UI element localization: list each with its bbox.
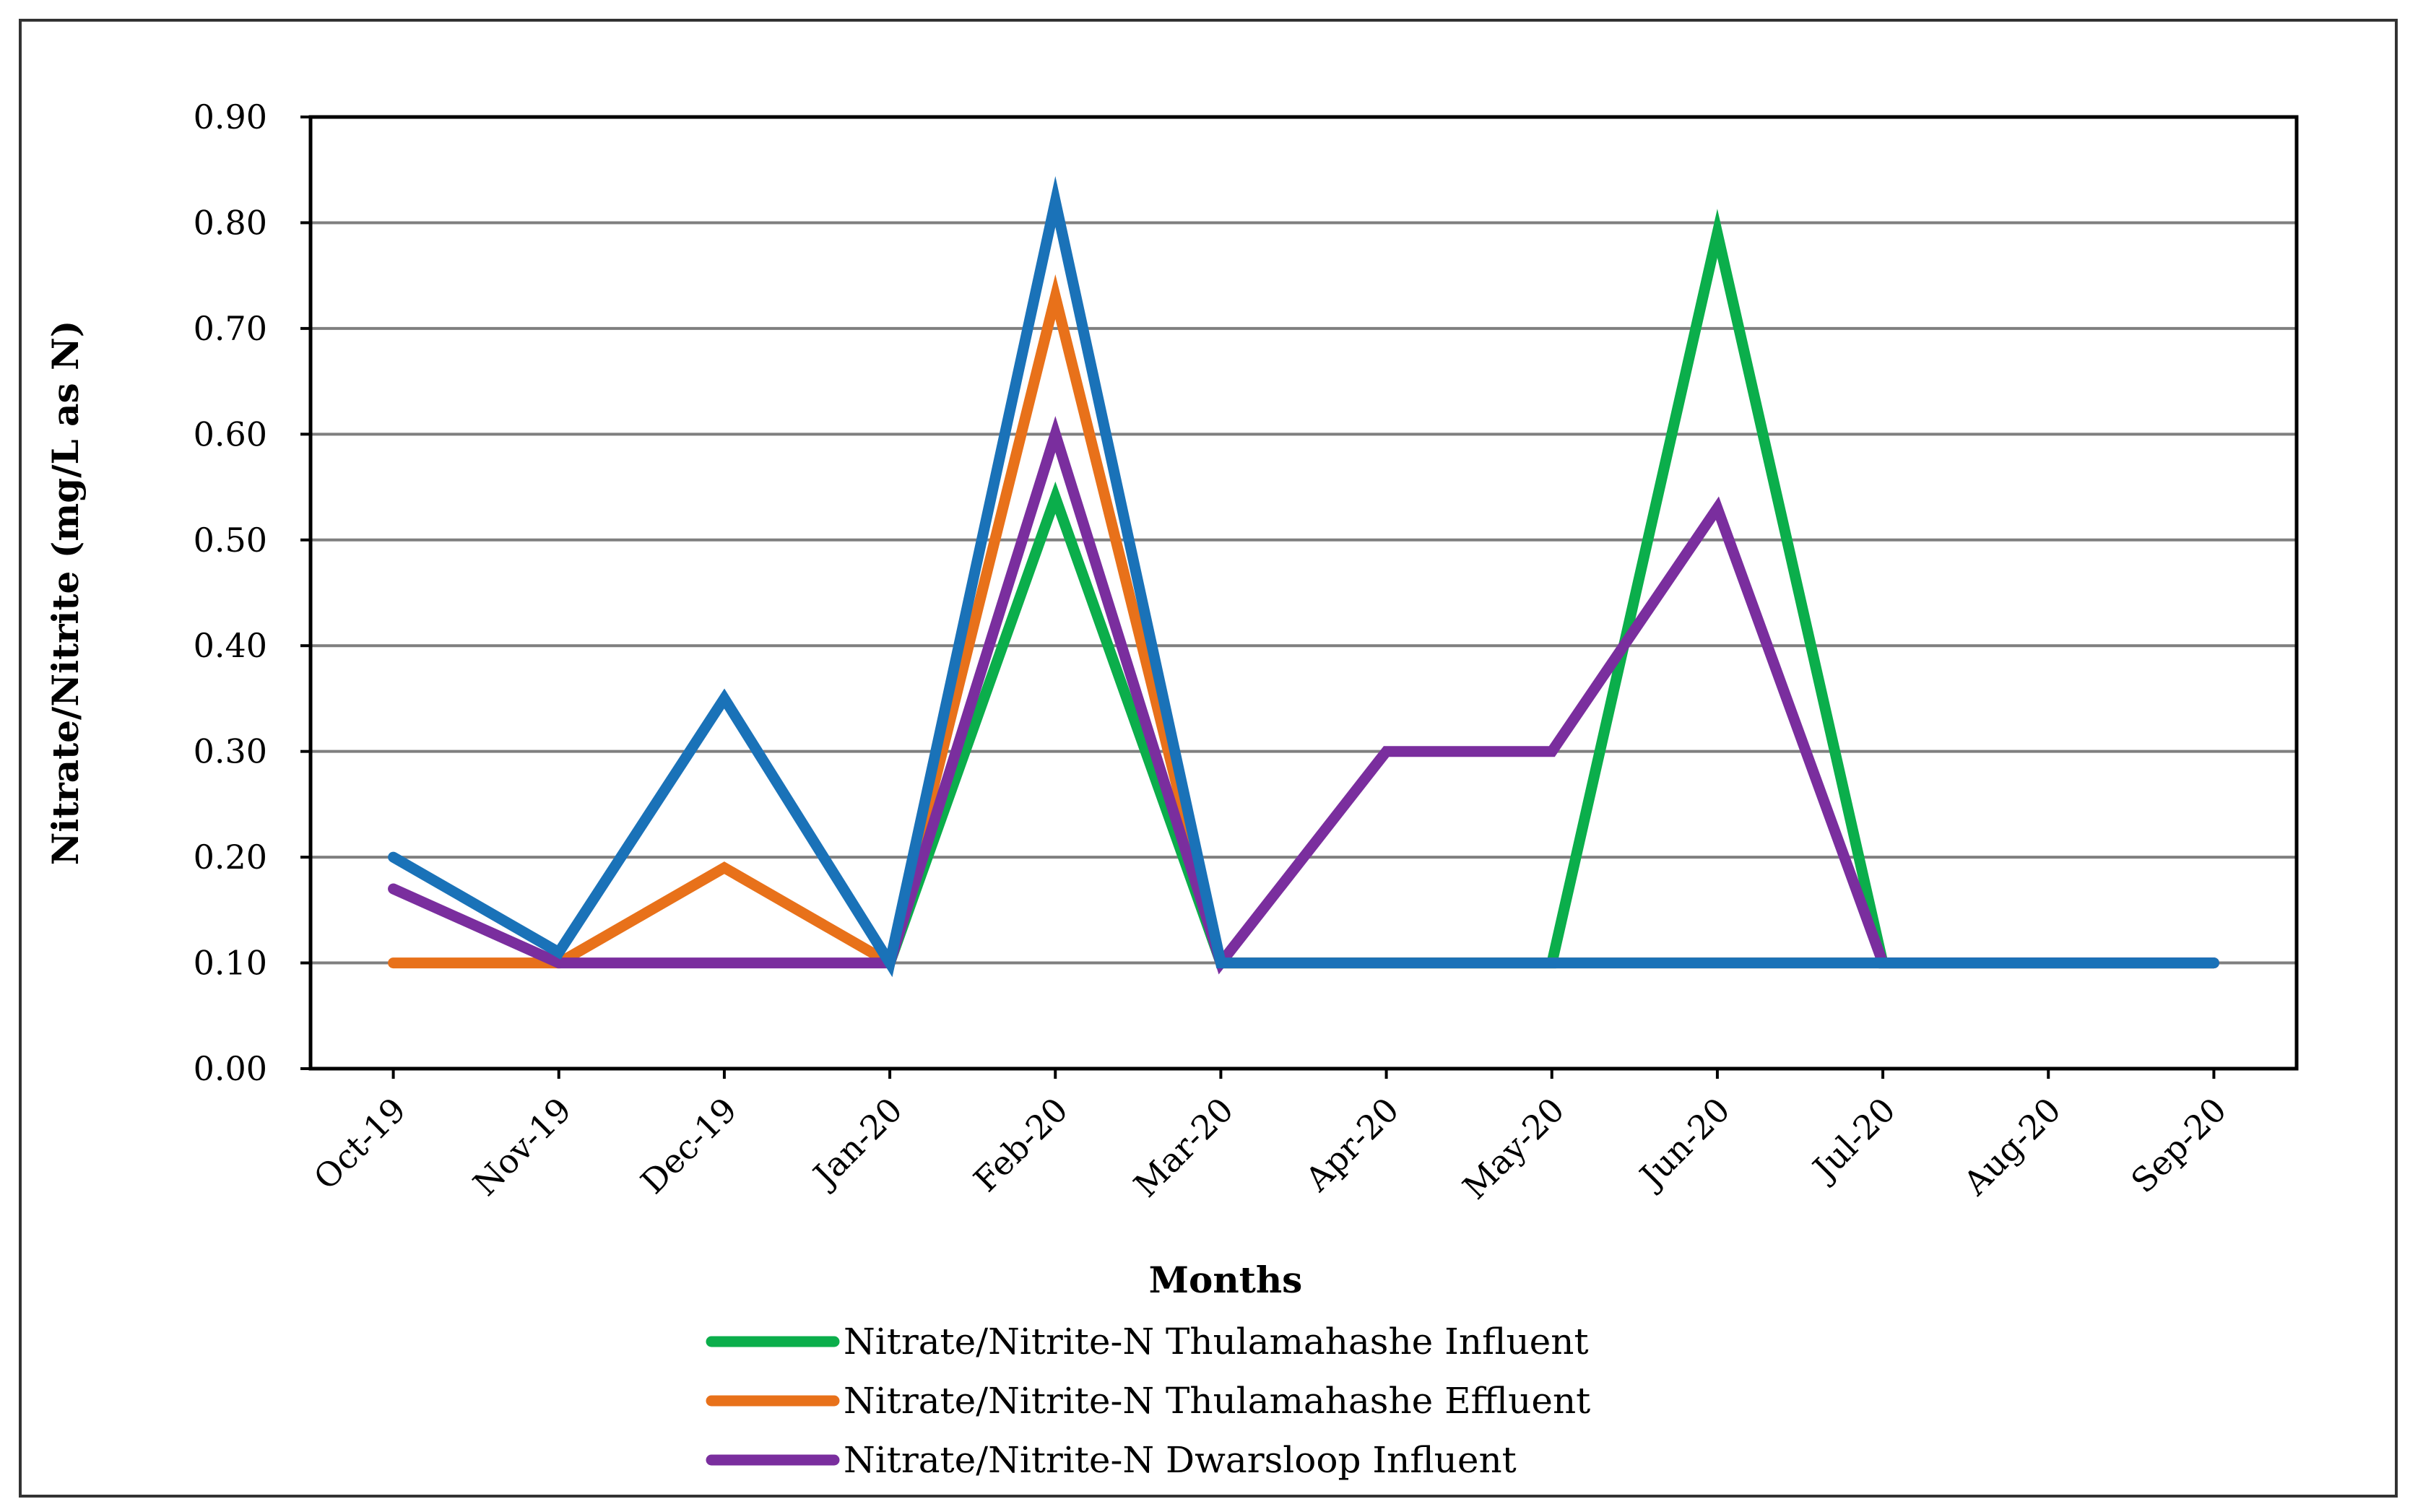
legend-label: Nitrate/Nitrite-N Thulamahashe Effluent: [844, 1380, 1590, 1422]
y-tick-label: 0.90: [194, 97, 267, 136]
x-tick-label: Apr-20: [1297, 1090, 1406, 1199]
series-line-4: [388, 175, 2219, 978]
x-tick-label: Nov-19: [466, 1090, 579, 1204]
gridlines: [311, 116, 2297, 1070]
y-tick-label: 0.50: [194, 521, 267, 560]
x-tick-label: May-20: [1455, 1090, 1572, 1207]
x-tick-label: Sep-20: [2123, 1090, 2234, 1201]
x-tick-label: Jan-20: [804, 1090, 910, 1196]
y-tick-label: 0.70: [194, 309, 267, 348]
chart-frame: [19, 19, 2398, 1498]
x-tick-label: Feb-20: [966, 1090, 1075, 1199]
x-axis-ticks: Oct-19 Nov-19 Dec-19 Jan-20 Feb-20 Mar-20 Apr-…: [306, 1069, 2234, 1207]
y-tick-label: 0.60: [194, 414, 267, 453]
y-tick-label: 0.40: [194, 626, 267, 665]
plot-area: [308, 115, 2299, 1071]
y-tick-label: 0.10: [194, 944, 267, 983]
legend-label: Nitrate/Nitrite-N Thulamahashe Influent: [844, 1321, 1589, 1363]
y-tick-label: 0.80: [194, 203, 267, 242]
x-tick-label: Mar-20: [1126, 1090, 1241, 1205]
series-line-3: [388, 416, 2219, 975]
y-axis-title: Nitrate/Nitrite (mg/L as N): [44, 321, 87, 866]
x-tick-label: Jun-20: [1630, 1090, 1737, 1197]
legend: Nitrate/Nitrite-N Thulamahashe Influent N…: [706, 1321, 1590, 1481]
x-tick-label: Jul-20: [1803, 1090, 1903, 1190]
x-tick-label: Dec-19: [633, 1090, 745, 1202]
x-tick-label: Aug-20: [1955, 1090, 2068, 1204]
legend-label: Nitrate/Nitrite-N Dwarsloop Influent: [844, 1439, 1517, 1481]
series-lines: [388, 175, 2219, 978]
y-tick-label: 0.30: [194, 732, 267, 771]
y-tick-label: 0.00: [194, 1049, 267, 1088]
x-tick-label: Oct-19: [306, 1090, 414, 1198]
x-axis-title: Months: [1149, 1259, 1303, 1301]
y-axis-ticks: 0.00 0.10 0.20 0.30 0.40 0.50 0.60 0.70 0.80 0.90: [194, 97, 311, 1088]
y-tick-label: 0.20: [194, 838, 267, 877]
